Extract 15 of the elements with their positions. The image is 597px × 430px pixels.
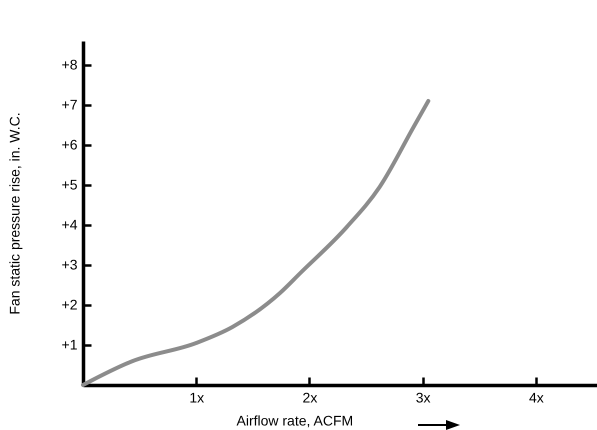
y-tick-label: +2 bbox=[62, 296, 78, 312]
x-axis-title: Airflow rate, ACFM bbox=[236, 412, 354, 428]
y-tick-label: +4 bbox=[62, 216, 78, 232]
line-series bbox=[81, 99, 430, 387]
y-tick-label: +1 bbox=[62, 336, 78, 352]
x-tick-label: 2x bbox=[302, 390, 318, 406]
y-tick-label: +8 bbox=[62, 56, 78, 72]
x-tick-label: 3x bbox=[416, 390, 431, 406]
x-tick-label: 1x bbox=[189, 390, 204, 406]
y-tick-label: +5 bbox=[62, 176, 78, 192]
y-axis-title: Fan static pressure rise, in. W.C. bbox=[6, 112, 22, 315]
y-tick-label: +3 bbox=[62, 256, 78, 272]
y-tick-label: +6 bbox=[62, 136, 78, 152]
y-tick-label: +7 bbox=[62, 96, 78, 112]
x-tick-label: 4x bbox=[528, 390, 544, 406]
